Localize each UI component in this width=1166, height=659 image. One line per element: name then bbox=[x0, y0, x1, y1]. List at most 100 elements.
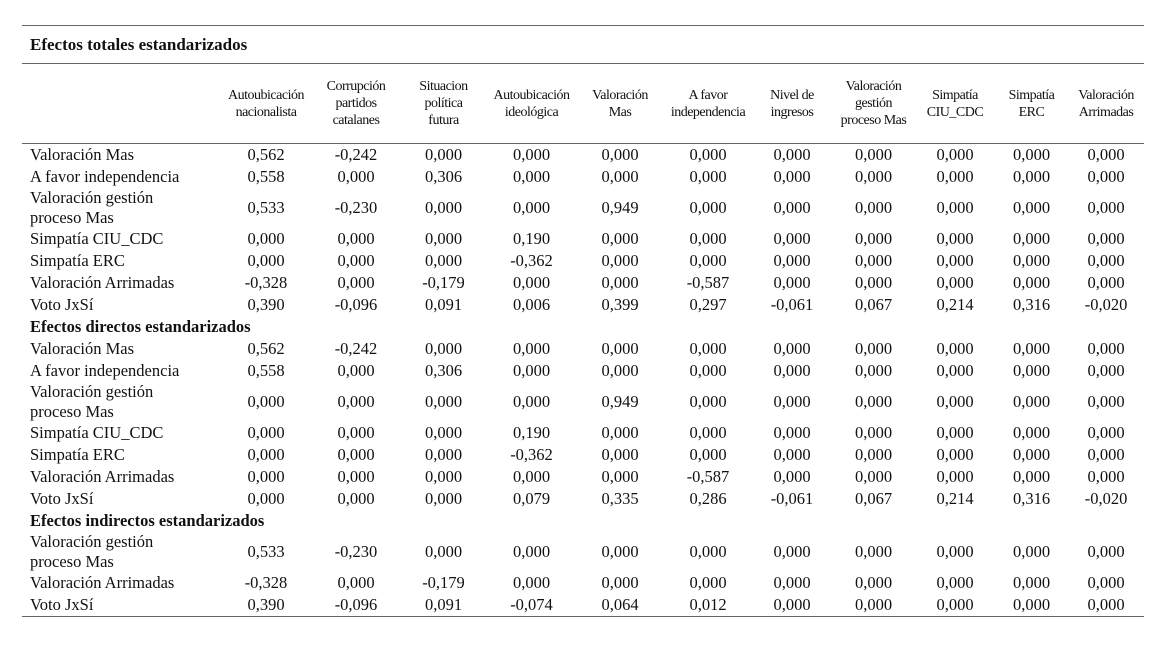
value-cell: -0,061 bbox=[770, 295, 814, 314]
value-cell: 0,000 bbox=[337, 251, 375, 270]
value-cell: 0,000 bbox=[1087, 467, 1125, 486]
value-cell: 0,000 bbox=[936, 423, 974, 442]
data-row: A favor independencia 0,558 0,000 0,306 0,00… bbox=[22, 360, 1144, 382]
row-label: Valoración Mas bbox=[30, 339, 135, 358]
value-cell: -0,096 bbox=[312, 594, 400, 617]
value-cell: -0,020 bbox=[1084, 489, 1128, 508]
data-row: Voto JxSí 0,390 -0,096 0,091 0,006 0,399 0,297… bbox=[22, 294, 1144, 316]
value-cell: 0,000 bbox=[1087, 273, 1125, 292]
header-line: Valoración bbox=[845, 79, 902, 94]
value-cell: -0,179 bbox=[422, 573, 465, 592]
value-cell: 0,000 bbox=[1012, 229, 1051, 248]
value-cell: 0,000 bbox=[854, 467, 893, 486]
value-cell: 0,000 bbox=[689, 542, 727, 561]
value-cell: 0,190 bbox=[512, 423, 551, 442]
row-label-cell: Valoración gestión proceso Mas bbox=[22, 188, 220, 228]
title-row: Efectos totales estandarizados bbox=[22, 25, 1145, 64]
row-label-cell: Valoración gestión proceso Mas bbox=[22, 382, 220, 422]
header-line: Arrimadas bbox=[1078, 104, 1134, 120]
column-header: Valoración Mas bbox=[576, 63, 664, 144]
row-label: Simpatía ERC bbox=[30, 251, 125, 270]
header-line: ingresos bbox=[770, 104, 814, 120]
data-row: Simpatía ERC 0,000 0,000 0,000 -0,362 0,000 0,… bbox=[22, 250, 1144, 272]
value-cell: 0,000 bbox=[854, 229, 893, 248]
value-cell: -0,587 bbox=[686, 273, 730, 292]
value-cell: 0,000 bbox=[337, 273, 375, 292]
header-line: Situacion bbox=[419, 79, 468, 94]
value-cell: 0,000 bbox=[1087, 542, 1125, 561]
value-cell: 0,000 bbox=[936, 392, 974, 411]
value-cell: 0,000 bbox=[689, 392, 727, 411]
value-cell: 0,000 bbox=[773, 167, 811, 186]
value-cell: 0,006 bbox=[512, 295, 551, 314]
value-cell: 0,000 bbox=[773, 145, 811, 164]
value-cell: 0,000 bbox=[601, 423, 639, 442]
value-cell: 0,000 bbox=[512, 361, 551, 380]
row-label: Valoración Arrimadas bbox=[30, 467, 175, 486]
value-cell: 0,000 bbox=[854, 251, 893, 270]
value-cell: 0,000 bbox=[601, 361, 639, 380]
table-title: Efectos totales estandarizados bbox=[22, 25, 1145, 64]
value-cell: 0,000 bbox=[752, 594, 832, 617]
data-row: Valoración gestión proceso Mas 0,000 0,000… bbox=[22, 382, 1144, 422]
column-header: Simpatía ERC bbox=[995, 63, 1068, 144]
value-cell: 0,390 bbox=[220, 594, 312, 617]
value-cell: 0,000 bbox=[601, 167, 639, 186]
header-line: ideológica bbox=[504, 104, 559, 120]
row-label: Simpatía ERC bbox=[30, 445, 125, 464]
data-row: Valoración Arrimadas -0,328 0,000 -0,179 0,0… bbox=[22, 572, 1144, 594]
section-row: Efectos directos estandarizados bbox=[22, 316, 1144, 338]
value-cell: -0,362 bbox=[510, 251, 553, 270]
value-cell: -0,179 bbox=[422, 273, 465, 292]
value-cell: 0,000 bbox=[1087, 167, 1125, 186]
value-cell: -0,328 bbox=[244, 573, 288, 592]
value-cell: 0,000 bbox=[1087, 251, 1125, 270]
value-cell: 0,000 bbox=[247, 467, 285, 486]
value-cell: 0,000 bbox=[773, 339, 811, 358]
value-cell: 0,000 bbox=[1087, 392, 1125, 411]
row-label: A favor independencia bbox=[30, 167, 180, 186]
value-cell: 0,000 bbox=[995, 594, 1068, 617]
value-cell: 0,949 bbox=[601, 198, 639, 217]
value-cell: 0,000 bbox=[689, 573, 727, 592]
value-cell: 0,000 bbox=[1087, 145, 1125, 164]
header-line: gestión bbox=[855, 96, 892, 111]
value-cell: 0,000 bbox=[854, 542, 893, 561]
value-cell: 0,000 bbox=[773, 542, 811, 561]
data-row: Valoración Mas 0,562 -0,242 0,000 0,000 0,000… bbox=[22, 338, 1144, 360]
header-line: Simpatía bbox=[1008, 87, 1055, 103]
row-label-cell: Valoración Mas bbox=[22, 338, 220, 360]
value-cell: 0,000 bbox=[936, 542, 974, 561]
value-cell: 0,000 bbox=[247, 229, 285, 248]
data-row: Simpatía CIU_CDC 0,000 0,000 0,000 0,190 0,00… bbox=[22, 422, 1144, 444]
value-cell: 0,000 bbox=[773, 361, 811, 380]
value-cell: 0,949 bbox=[601, 392, 639, 411]
value-cell: 0,000 bbox=[424, 339, 463, 358]
value-cell: 0,000 bbox=[1012, 361, 1051, 380]
value-cell: 0,000 bbox=[936, 145, 974, 164]
value-cell: -0,242 bbox=[334, 339, 378, 358]
value-cell: 0,000 bbox=[337, 467, 375, 486]
value-cell: 0,297 bbox=[689, 295, 727, 314]
row-label-cell: Valoración Arrimadas bbox=[22, 466, 220, 488]
data-row: Valoración Arrimadas 0,000 0,000 0,000 0,000… bbox=[22, 466, 1144, 488]
header-line: Autoubicación bbox=[228, 87, 304, 103]
value-cell: 0,316 bbox=[1012, 295, 1051, 314]
value-cell: 0,000 bbox=[1012, 542, 1051, 561]
data-row: Valoración Arrimadas -0,328 0,000 -0,179 0,0… bbox=[22, 272, 1144, 294]
value-cell: 0,000 bbox=[915, 594, 995, 617]
value-cell: 0,000 bbox=[854, 392, 893, 411]
header-line: ERC bbox=[1018, 104, 1045, 120]
value-cell: 0,000 bbox=[854, 198, 893, 217]
value-cell: 0,000 bbox=[1012, 423, 1051, 442]
value-cell: 0,558 bbox=[247, 361, 285, 380]
value-cell: -0,230 bbox=[334, 542, 378, 561]
data-row: Valoración gestión proceso Mas 0,533 -0,23… bbox=[22, 532, 1144, 572]
value-cell: 0,000 bbox=[854, 361, 893, 380]
row-label-cell: Simpatía ERC bbox=[22, 250, 220, 272]
value-cell: 0,000 bbox=[601, 573, 639, 592]
value-cell: 0,000 bbox=[936, 361, 974, 380]
value-cell: 0,000 bbox=[247, 423, 285, 442]
value-cell: 0,000 bbox=[854, 167, 893, 186]
data-row: Simpatía ERC 0,000 0,000 0,000 -0,362 0,000 0,… bbox=[22, 444, 1144, 466]
